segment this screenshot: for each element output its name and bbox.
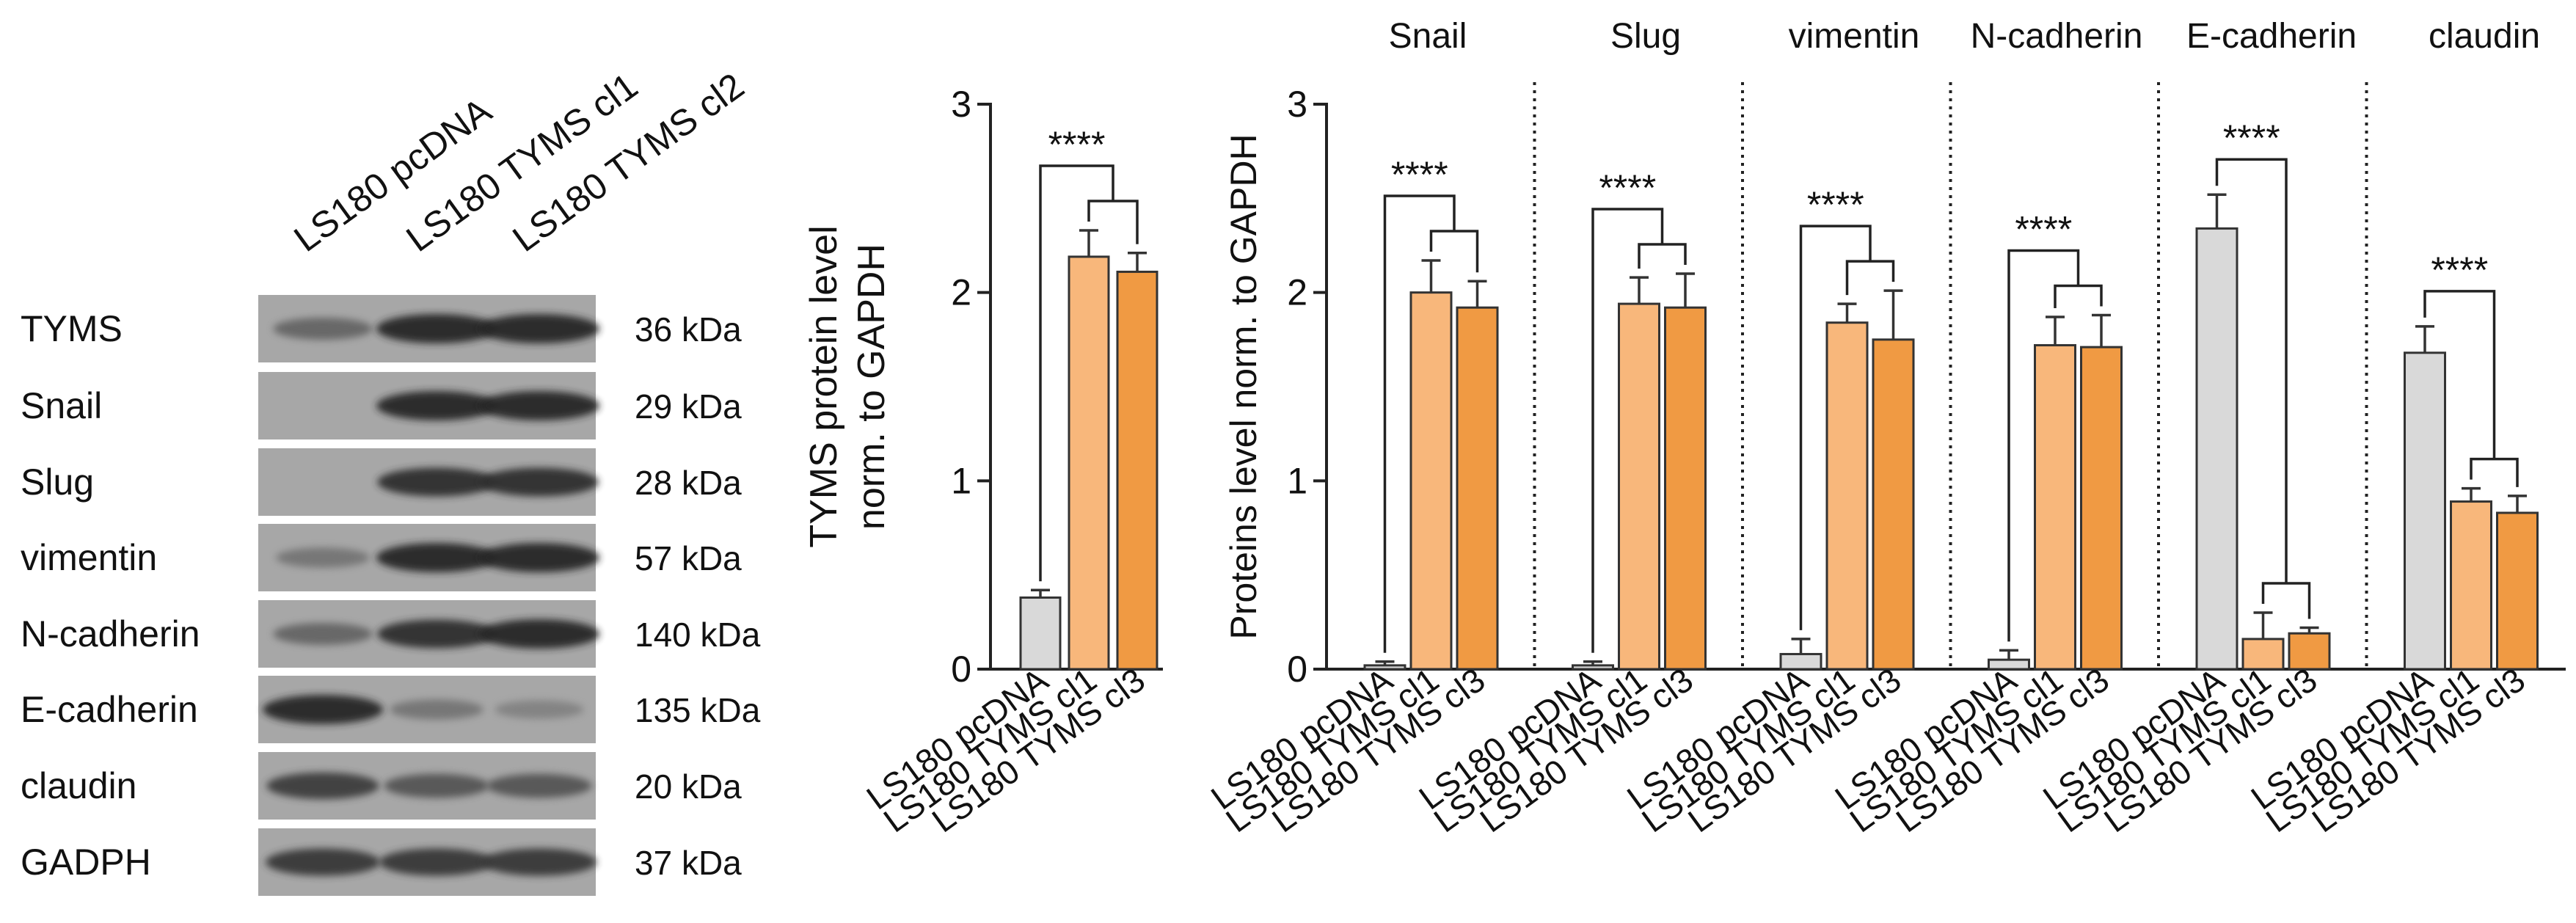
- bar: [1068, 255, 1110, 671]
- blot-band: [479, 391, 599, 420]
- blot-band: [276, 547, 370, 568]
- group-title: Snail: [1389, 17, 1467, 56]
- y-tick-label: 1: [1287, 460, 1307, 501]
- bar: [2288, 632, 2331, 671]
- significance-stars: ****: [1599, 167, 1656, 208]
- y-tick-label: 1: [951, 460, 971, 501]
- blot-band: [376, 314, 497, 343]
- bar: [1825, 321, 1869, 671]
- blot-band: [495, 700, 584, 719]
- y-tick-label: 3: [1287, 84, 1307, 125]
- significance-bracket-outer: [1799, 225, 1872, 630]
- blot-band: [377, 619, 496, 649]
- y-axis-label: TYMS protein level: [803, 225, 845, 547]
- blot-protein-label: claudin: [21, 765, 136, 806]
- significance-bracket-inner: [1087, 200, 1139, 244]
- significance-bracket-inner: [2470, 457, 2519, 487]
- blot-band: [263, 695, 383, 724]
- blot-band: [479, 543, 599, 572]
- blot-band: [390, 699, 484, 720]
- blot-kda-label: 29 kDa: [635, 387, 742, 426]
- bar: [1664, 306, 1707, 671]
- bar: [1409, 291, 1453, 671]
- group-title: vimentin: [1789, 17, 1920, 56]
- bar: [2496, 511, 2539, 671]
- y-axis-label: norm. to GAPDH: [850, 244, 893, 530]
- blot-protein-label: Snail: [21, 385, 102, 426]
- blot-band: [376, 543, 497, 572]
- tyms-bar-chart: TYMS protein level norm. to GAPDH0123LS18…: [803, 84, 1163, 839]
- significance-stars: ****: [2223, 117, 2280, 158]
- group-title: N-cadherin: [1971, 17, 2143, 56]
- blot-band: [273, 622, 373, 646]
- blot-band: [479, 619, 599, 649]
- bar: [1456, 306, 1499, 671]
- blot-protein-label: Slug: [21, 462, 94, 503]
- significance-bracket-inner: [1638, 243, 1687, 269]
- blot-band: [486, 773, 592, 798]
- significance-stars: ****: [2431, 249, 2488, 291]
- significance-stars: ****: [1048, 124, 1106, 165]
- bar: [1116, 270, 1159, 671]
- blot-band: [479, 314, 599, 343]
- blot-protein-label: TYMS: [21, 308, 123, 349]
- bar: [1618, 302, 1660, 671]
- significance-bracket-inner: [1429, 230, 1479, 273]
- blot-band: [480, 467, 599, 497]
- significance-bracket-outer: [2007, 249, 2080, 642]
- group-title: E-cadherin: [2186, 17, 2357, 56]
- y-tick-label: 3: [951, 84, 971, 125]
- y-tick-label: 2: [951, 272, 971, 313]
- blot-band: [266, 772, 379, 800]
- bar: [2404, 351, 2446, 671]
- y-tick-label: 2: [1287, 272, 1307, 313]
- significance-bracket-outer: [2423, 290, 2496, 459]
- blot-protein-label: vimentin: [21, 537, 157, 578]
- blot-band: [377, 467, 496, 497]
- blot-band: [376, 391, 497, 420]
- blot-protein-label: N-cadherin: [21, 613, 200, 654]
- significance-bracket-outer: [2215, 158, 2288, 583]
- y-axis-label: Proteins level norm. to GAPDH: [1223, 134, 1264, 639]
- y-tick-label: 0: [951, 649, 971, 690]
- blot-kda-label: 37 kDa: [635, 844, 742, 882]
- significance-bracket-inner: [2054, 284, 2103, 309]
- blot-kda-label: 57 kDa: [635, 539, 742, 577]
- blot-band: [265, 848, 381, 876]
- bar: [2034, 344, 2076, 671]
- blot-protein-label: E-cadherin: [21, 689, 198, 730]
- significance-stars: ****: [1807, 184, 1864, 225]
- significance-bracket-outer: [1039, 164, 1114, 582]
- bar: [2080, 346, 2123, 671]
- bar: [2450, 500, 2492, 671]
- blot-kda-label: 20 kDa: [635, 767, 742, 806]
- group-title: claudin: [2429, 17, 2540, 56]
- bar: [1872, 338, 1915, 671]
- blot-kda-label: 28 kDa: [635, 464, 742, 502]
- significance-bracket-outer: [1383, 194, 1456, 653]
- lane-label: LS180 pcDNA: [287, 90, 500, 260]
- blot-band: [481, 848, 597, 876]
- bar: [2241, 638, 2285, 671]
- blot-kda-label: 135 kDa: [635, 691, 761, 729]
- blot-band: [379, 848, 495, 876]
- bar: [1019, 596, 1062, 671]
- significance-bracket-outer: [1591, 208, 1664, 653]
- blot-protein-label: GADPH: [21, 842, 151, 883]
- significance-stars: ****: [2015, 208, 2072, 249]
- blot-band: [384, 773, 489, 798]
- y-tick-label: 0: [1287, 649, 1307, 690]
- blot-kda-label: 140 kDa: [635, 616, 761, 654]
- significance-stars: ****: [1391, 154, 1448, 195]
- blot-band: [273, 317, 373, 340]
- emt-markers-bar-chart: Proteins level norm. to GAPDH0123SnailLS…: [1204, 17, 2566, 839]
- blot-kda-label: 36 kDa: [635, 310, 742, 349]
- bar: [2195, 227, 2239, 671]
- group-title: Slug: [1610, 17, 1681, 56]
